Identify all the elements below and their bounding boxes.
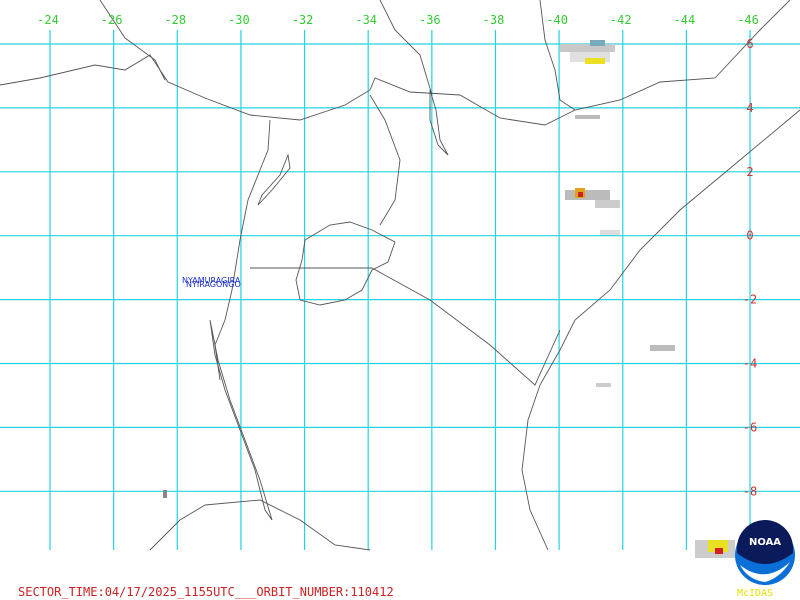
latitude-label: 2 xyxy=(746,165,753,179)
cloud xyxy=(575,115,600,119)
latitude-label: 0 xyxy=(746,229,753,243)
logo-text: NOAA xyxy=(749,537,781,548)
cloud xyxy=(163,490,167,498)
cloud xyxy=(560,44,615,52)
clouds xyxy=(163,40,735,558)
latitude-label: 4 xyxy=(746,101,753,115)
cloud xyxy=(715,548,723,554)
longitude-label: -42 xyxy=(610,13,632,27)
border xyxy=(214,119,271,381)
geography xyxy=(0,0,800,551)
longitude-label: -40 xyxy=(546,13,568,27)
longitude-label: -30 xyxy=(228,13,250,27)
longitude-label: -32 xyxy=(292,13,314,27)
coast xyxy=(521,109,800,551)
latitude-label: -4 xyxy=(743,357,757,371)
grid xyxy=(0,30,800,550)
noaa-logo: NOAA McIDAS xyxy=(735,520,795,599)
longitude-label: -34 xyxy=(355,13,377,27)
border xyxy=(149,504,206,551)
cloud xyxy=(578,192,583,197)
longitude-label: -46 xyxy=(737,13,759,27)
longitude-label: -28 xyxy=(164,13,186,27)
cloud xyxy=(585,58,605,64)
volcano-label: NYAMURAGIRA xyxy=(182,276,241,285)
lake xyxy=(295,221,396,306)
longitude-label: -38 xyxy=(483,13,505,27)
border xyxy=(204,499,371,551)
cloud xyxy=(570,52,610,62)
longitude-label: -44 xyxy=(674,13,696,27)
border xyxy=(99,0,166,81)
cloud xyxy=(600,230,620,235)
logo-top xyxy=(737,520,793,564)
longitude-label: -36 xyxy=(419,13,441,27)
border xyxy=(539,0,576,111)
latitude-label: -6 xyxy=(743,420,757,434)
latitude-label: 6 xyxy=(746,37,753,51)
lake xyxy=(257,153,291,206)
volcano-label: NYIRAGONGO xyxy=(186,280,241,289)
logo-caption: McIDAS xyxy=(737,588,773,599)
lake xyxy=(209,319,273,521)
cloud xyxy=(650,345,675,351)
longitude-label: -26 xyxy=(101,13,123,27)
border xyxy=(379,0,433,96)
cloud xyxy=(565,190,610,200)
latitude-label: -2 xyxy=(743,293,757,307)
cloud xyxy=(595,200,620,208)
footer: SECTOR_TIME:04/17/2025_1155UTC___ORBIT_N… xyxy=(18,585,394,599)
cloud xyxy=(590,40,605,46)
longitude-label: -24 xyxy=(37,13,59,27)
lake xyxy=(429,89,449,156)
latitude-label: -8 xyxy=(743,484,757,498)
logo-wave xyxy=(740,562,790,582)
border xyxy=(0,0,791,126)
border xyxy=(250,267,561,386)
cloud xyxy=(596,383,611,387)
border xyxy=(369,94,401,226)
